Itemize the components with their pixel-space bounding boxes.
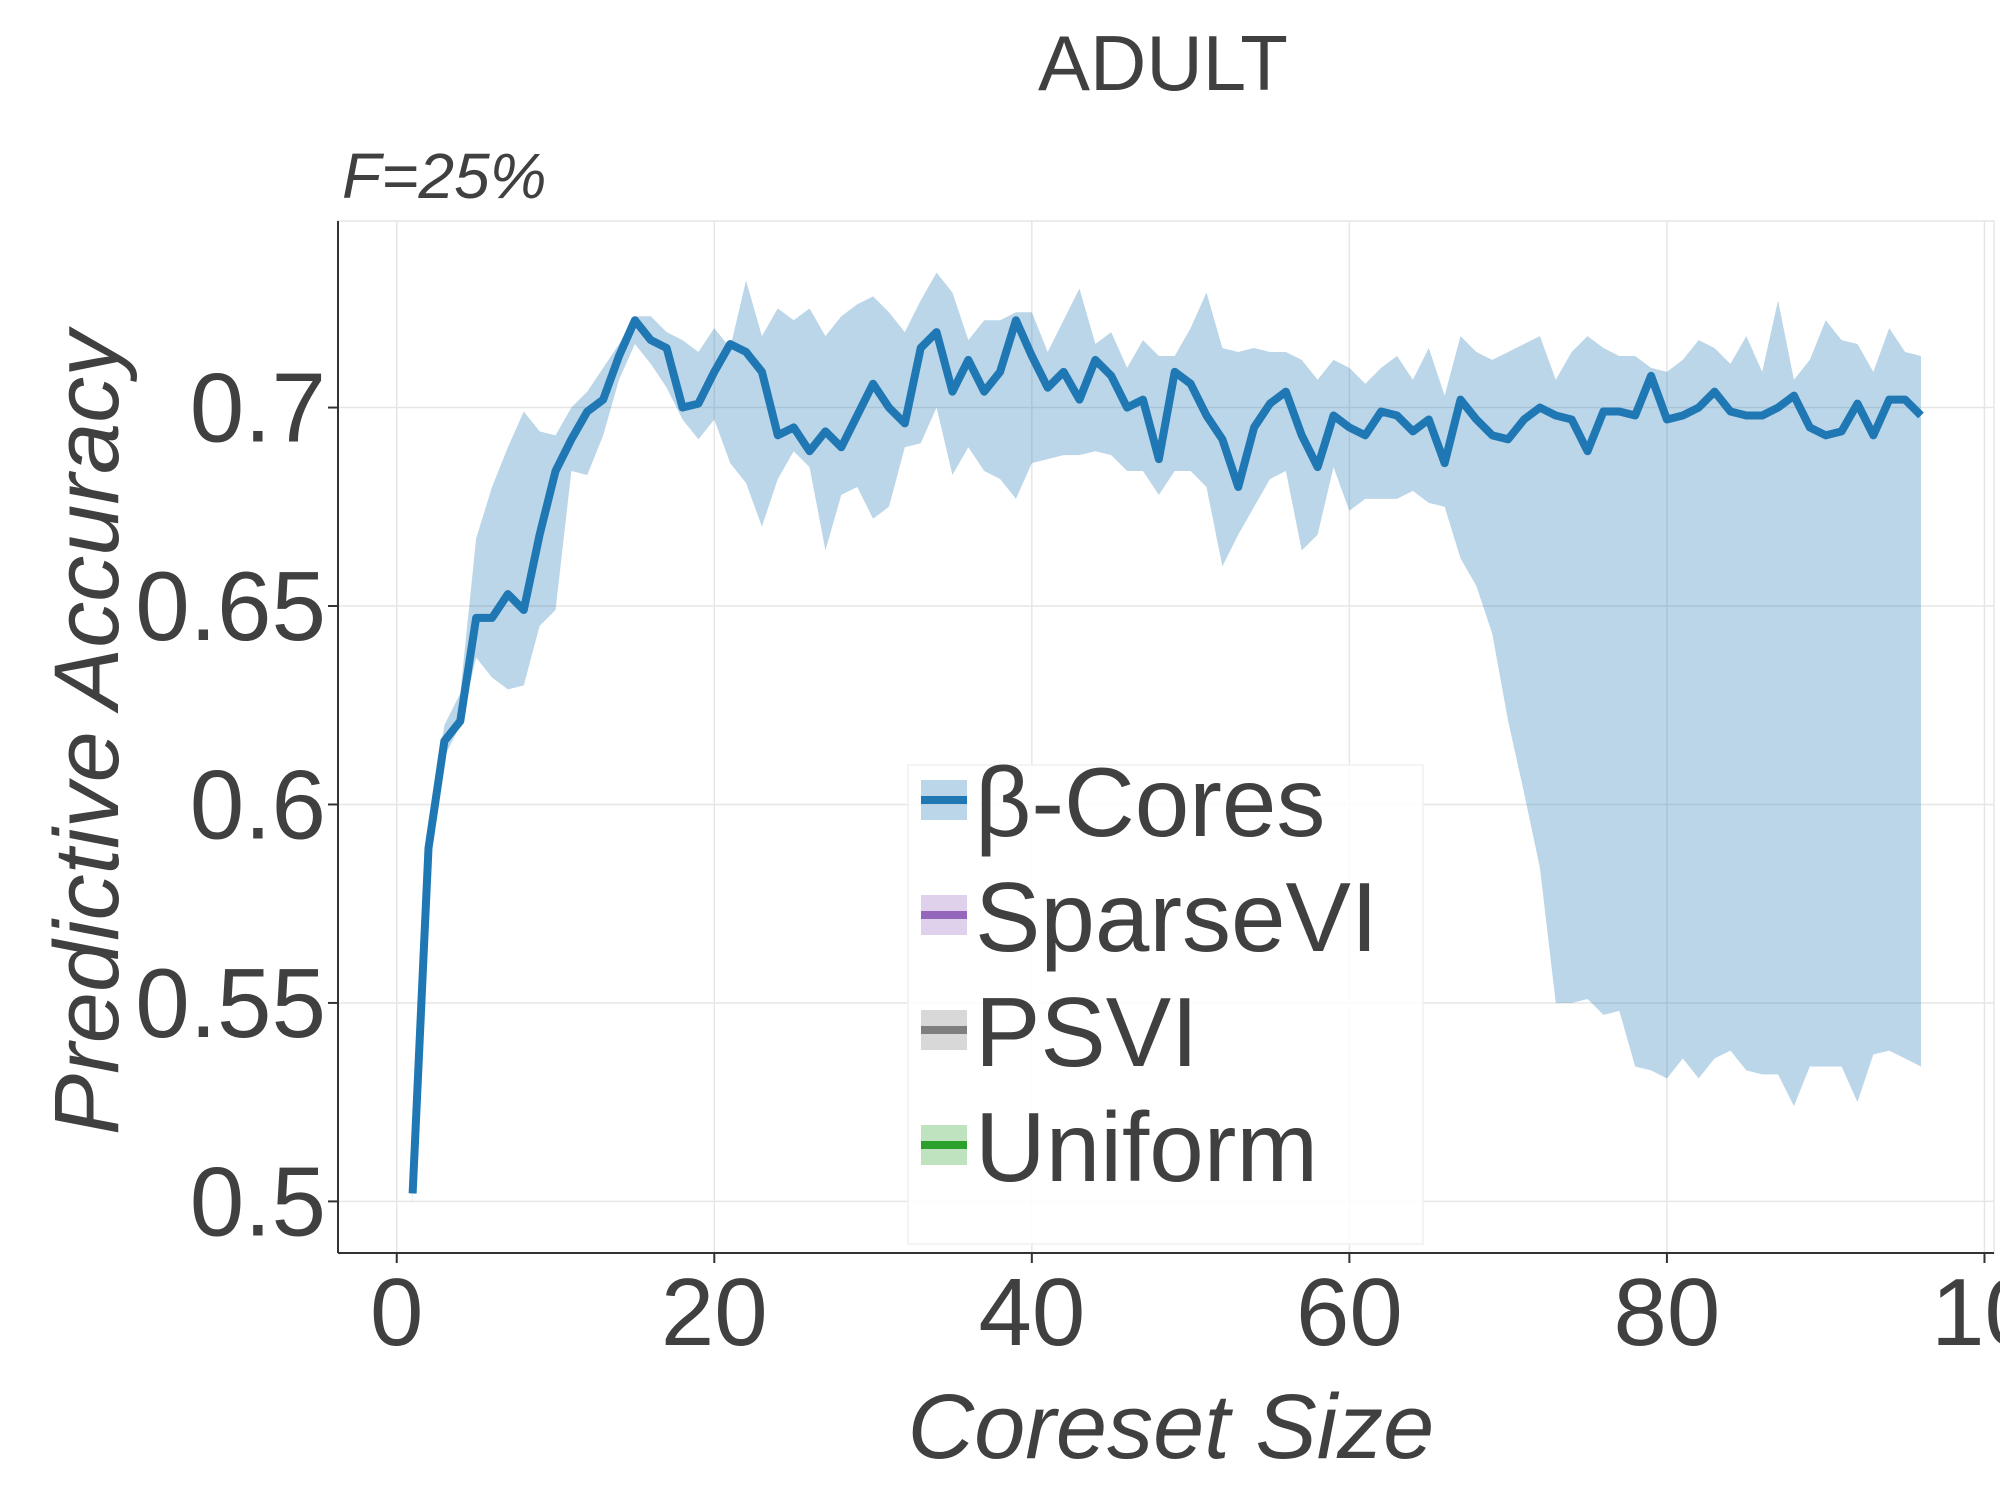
x-tick-label: 60 [1296, 1259, 1403, 1366]
x-tick-label: 10 [1931, 1259, 2000, 1366]
legend-label: SparseVI [975, 862, 1378, 972]
x-tick-label: 80 [1614, 1259, 1721, 1366]
x-tick-label: 20 [661, 1259, 768, 1366]
y-axis-label: Predictive Accuracy [36, 326, 138, 1135]
x-axis-label: Coreset Size [908, 1376, 1435, 1478]
y-tick-label: 0.65 [135, 551, 326, 661]
y-tick-label: 0.55 [135, 948, 326, 1058]
confidence-band [412, 272, 1921, 1206]
chart-title: ADULT [1038, 19, 1288, 107]
y-tick-label: 0.6 [190, 749, 326, 859]
chart-subtitle: F=25% [342, 140, 547, 212]
y-tick-label: 0.7 [190, 353, 326, 463]
y-tick-label: 0.5 [190, 1146, 326, 1256]
legend-label: PSVI [975, 977, 1198, 1087]
series-line [408, 316, 1924, 1194]
x-tick-label: 40 [978, 1259, 1085, 1366]
legend-box [907, 764, 1424, 1245]
x-tick-label: 0 [370, 1259, 423, 1366]
legend-label: Uniform [975, 1092, 1318, 1202]
legend-label: β-Cores [975, 747, 1325, 857]
